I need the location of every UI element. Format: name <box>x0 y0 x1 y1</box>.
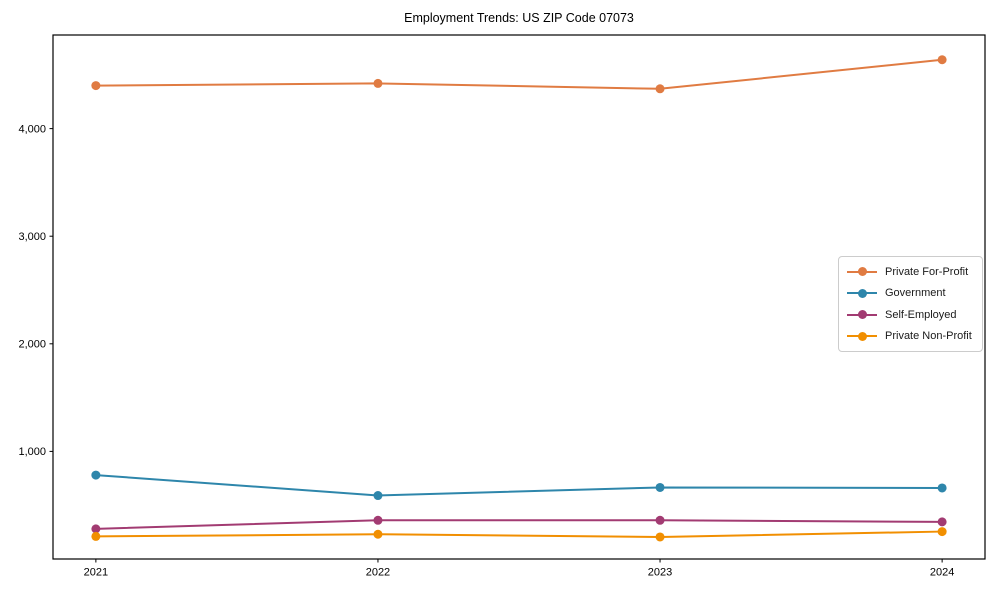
data-point-private-non-profit <box>937 527 947 537</box>
legend-line-marker-icon <box>847 288 877 298</box>
legend-label: Government <box>885 287 946 300</box>
series-line-private-for-profit <box>95 58 943 90</box>
y-tick-label: 3,000 <box>18 231 46 243</box>
series-line-self-employed <box>95 519 943 530</box>
legend-entry-self-employed: Self-Employed <box>847 304 972 326</box>
y-tick-label: 2,000 <box>18 339 46 351</box>
data-point-self-employed <box>937 517 947 527</box>
y-tick-label: 4,000 <box>18 123 46 135</box>
x-tick-label: 2022 <box>366 567 390 579</box>
legend-line-marker-icon <box>847 310 877 320</box>
series-line-government <box>95 474 943 497</box>
legend-entry-government: Government <box>847 283 972 305</box>
legend-swatch-dot <box>857 288 867 298</box>
x-tick-label: 2021 <box>84 567 108 579</box>
legend-label: Private For-Profit <box>885 265 969 278</box>
data-point-self-employed <box>91 524 101 534</box>
data-point-self-employed <box>373 515 383 525</box>
data-point-government <box>373 491 383 501</box>
data-point-private-non-profit <box>373 529 383 539</box>
y-tick-label: 1,000 <box>18 446 46 458</box>
data-point-self-employed <box>655 515 665 525</box>
data-point-government <box>655 482 665 492</box>
data-point-private-non-profit <box>655 532 665 542</box>
data-point-government <box>91 470 101 480</box>
legend-entry-private-for-profit: Private For-Profit <box>847 261 972 283</box>
plot-border <box>52 34 986 560</box>
x-tick-label: 2024 <box>930 567 954 579</box>
data-point-private-non-profit <box>91 531 101 541</box>
legend-swatch-dot <box>857 310 867 320</box>
legend-swatch-dot <box>857 267 867 277</box>
legend-line-marker-icon <box>847 331 877 341</box>
legend-swatch-dot <box>857 331 867 341</box>
x-tick-label: 2023 <box>648 567 672 579</box>
legend-line-marker-icon <box>847 267 877 277</box>
legend-entry-private-non-profit: Private Non-Profit <box>847 326 972 348</box>
chart-title: Employment Trends: US ZIP Code 07073 <box>404 11 634 25</box>
data-point-private-for-profit <box>655 84 665 94</box>
legend-label: Private Non-Profit <box>885 330 972 343</box>
legend-label: Self-Employed <box>885 308 957 321</box>
data-point-government <box>937 483 947 493</box>
legend: Private For-Profit Government Self-Employe… <box>838 256 983 352</box>
series-line-private-non-profit <box>95 530 943 538</box>
data-point-private-for-profit <box>91 81 101 91</box>
data-point-private-for-profit <box>373 78 383 88</box>
data-point-private-for-profit <box>937 55 947 65</box>
